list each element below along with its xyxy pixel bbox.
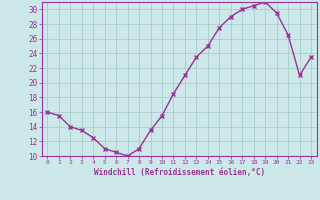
X-axis label: Windchill (Refroidissement éolien,°C): Windchill (Refroidissement éolien,°C) (94, 168, 265, 177)
